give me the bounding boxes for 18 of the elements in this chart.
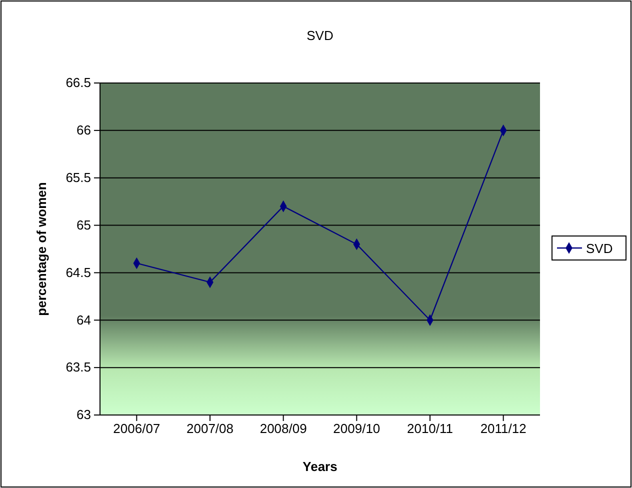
- y-tick-label: 64: [76, 312, 91, 328]
- x-axis-title: Years: [302, 459, 338, 474]
- x-tick-label: 2008/09: [260, 421, 307, 436]
- y-tick-label: 64.5: [66, 264, 91, 280]
- y-axis-title: percentage of women: [34, 182, 49, 316]
- chart-title: SVD: [306, 28, 334, 43]
- x-tick-label: 2007/08: [186, 421, 234, 436]
- legend-label: SVD: [586, 241, 613, 256]
- y-tick-label: 63.5: [66, 360, 91, 375]
- y-tick-label: 66: [76, 122, 91, 138]
- y-tick-label: 65.5: [66, 170, 91, 186]
- x-tick-label: 2006/07: [113, 421, 160, 436]
- y-tick-label: 65: [76, 217, 91, 232]
- y-tick-label: 63: [76, 407, 91, 422]
- y-tick-label: 66.5: [66, 75, 91, 90]
- x-tick-label: 2010/11: [406, 421, 454, 436]
- x-tick-label: 2011/12: [480, 421, 526, 436]
- x-tick-label: 2009/10: [333, 421, 380, 436]
